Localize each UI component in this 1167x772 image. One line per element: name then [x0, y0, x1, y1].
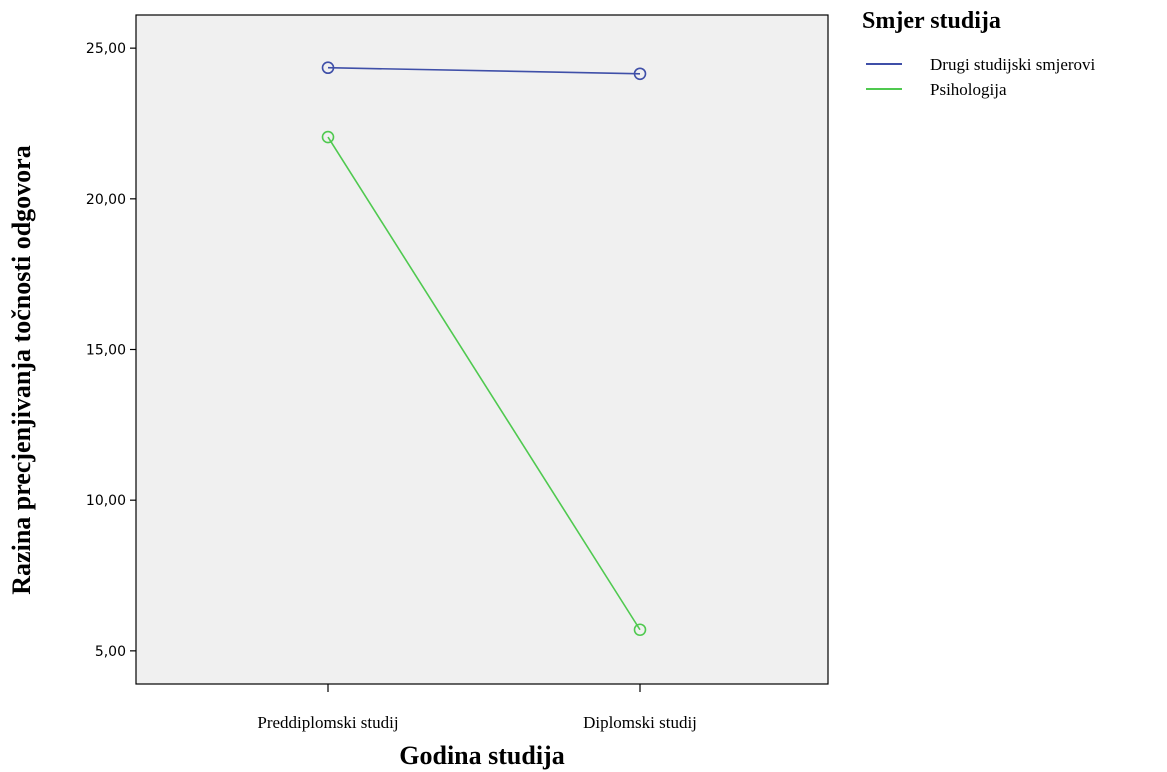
data-point: [633, 623, 647, 637]
legend-label: Psihologija: [930, 80, 1007, 99]
x-tick-label: Preddiplomski studij: [257, 713, 398, 732]
data-point: [321, 130, 335, 144]
data-point: [321, 61, 335, 75]
plot-area: [135, 14, 829, 685]
y-axis: 5,00 10,00 15,00 20,00 25,00: [86, 41, 136, 660]
series-line: [327, 66, 641, 75]
x-axis: Preddiplomski studij Diplomski studij: [257, 684, 697, 732]
x-axis-title: Godina studija: [399, 741, 564, 770]
legend-title: Smjer studija: [862, 8, 1001, 34]
legend: Smjer studija Drugi studijski smjerovi Ps…: [862, 8, 1096, 99]
x-tick-label: Diplomski studij: [583, 713, 697, 732]
y-tick-label: 15,00: [86, 343, 126, 359]
legend-label: Drugi studijski smjerovi: [930, 55, 1096, 74]
series-line: [327, 136, 641, 631]
y-tick-label: 25,00: [86, 41, 126, 57]
data-point: [633, 67, 647, 81]
y-tick-label: 10,00: [86, 493, 126, 509]
series-layer: [321, 61, 647, 637]
y-tick-label: 5,00: [95, 644, 126, 660]
y-tick-label: 20,00: [86, 192, 126, 208]
y-axis-title: Razina precjenjivanja točnosti odgovora: [7, 145, 36, 594]
